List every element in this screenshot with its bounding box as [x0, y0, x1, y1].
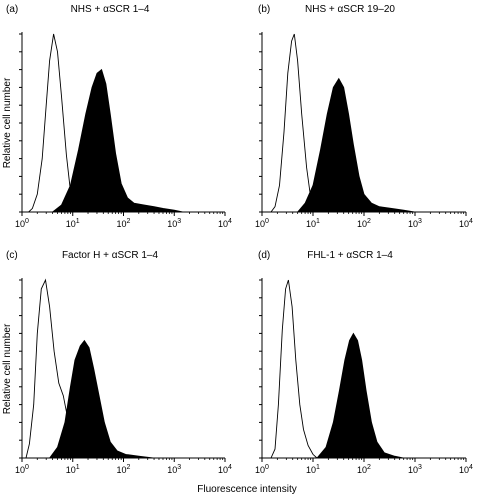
x-tick-label: 101 — [306, 464, 320, 475]
x-tick-label: 103 — [167, 464, 181, 475]
x-tick-label: 100 — [255, 464, 269, 475]
x-tick-label: 100 — [255, 218, 269, 229]
x-tick-label: 103 — [408, 218, 422, 229]
panel-label: (a) — [6, 4, 18, 15]
x-tick-label: 104 — [218, 464, 232, 475]
panel-label: (b) — [258, 4, 270, 15]
x-tick-label: 101 — [306, 218, 320, 229]
panel-label: (c) — [6, 250, 18, 261]
x-tick-label: 101 — [66, 218, 80, 229]
histogram-panel: (a) NHS + αSCR 1–4 Relative cell number 100… — [2, 4, 232, 229]
panel-label: (d) — [258, 250, 270, 261]
histogram-panel: (c) Factor H + αSCR 1–4 Relative cell numb… — [2, 250, 232, 475]
x-tick-label: 100 — [15, 464, 29, 475]
filled-histogram — [51, 68, 184, 213]
x-tick-label: 103 — [408, 464, 422, 475]
y-axis-label: Relative cell number — [2, 77, 13, 168]
x-tick-label: 102 — [117, 464, 131, 475]
panel-title: NHS + αSCR 1–4 — [71, 4, 150, 15]
x-tick-label: 100 — [15, 218, 29, 229]
panel-title: FHL-1 + αSCR 1–4 — [307, 250, 393, 261]
x-tick-label: 104 — [459, 464, 473, 475]
x-tick-label: 102 — [357, 464, 371, 475]
x-tick-label: 103 — [167, 218, 181, 229]
histogram-panel: (b) NHS + αSCR 19–20 100 101 102 103 104 — [255, 4, 473, 229]
x-tick-label: 101 — [66, 464, 80, 475]
x-tick-label: 104 — [459, 218, 473, 229]
panels: (a) NHS + αSCR 1–4 Relative cell number 100… — [2, 4, 473, 475]
filled-histogram — [316, 332, 404, 459]
y-axis-label: Relative cell number — [2, 323, 13, 414]
x-tick-label: 102 — [117, 218, 131, 229]
x-tick-label: 102 — [357, 218, 371, 229]
panel-title: Factor H + αSCR 1–4 — [62, 250, 159, 261]
outline-histogram — [270, 279, 318, 459]
x-tick-label: 104 — [218, 218, 232, 229]
panel-title: NHS + αSCR 19–20 — [305, 4, 395, 15]
filled-histogram — [296, 77, 416, 213]
filled-histogram — [48, 339, 155, 459]
outline-histogram — [270, 33, 320, 213]
histogram-panel: (d) FHL-1 + αSCR 1–4 100 101 102 103 104 — [255, 250, 473, 475]
shared-x-axis-label: Fluorescence intensity — [197, 484, 297, 495]
